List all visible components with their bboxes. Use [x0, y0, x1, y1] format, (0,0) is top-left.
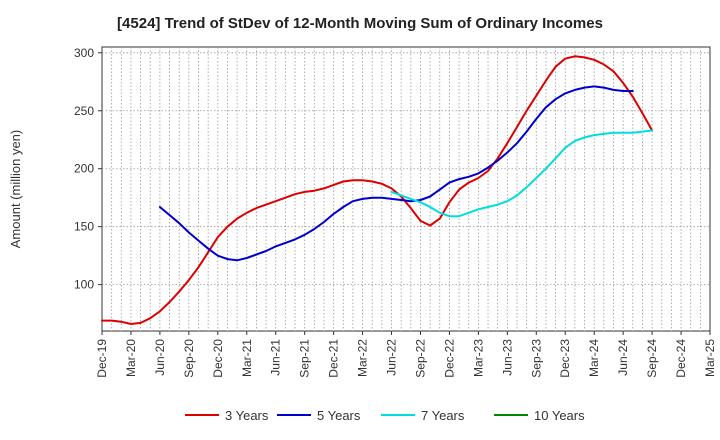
x-tick-label: Mar-23: [471, 339, 485, 377]
x-tick-label: Jun-24: [616, 339, 630, 376]
series-line-5-years: [158, 85, 634, 262]
x-tick-label: Jun-20: [153, 339, 167, 376]
y-tick-label: 250: [74, 104, 94, 118]
x-tick-label: Sep-23: [529, 339, 543, 378]
series-lines: [101, 55, 654, 325]
x-tick-label: Dec-22: [442, 339, 456, 378]
x-tick-label: Mar-24: [587, 339, 601, 377]
y-tick-label: 200: [74, 162, 94, 176]
y-tick-label: 100: [74, 278, 94, 292]
x-tick-label: Jun-23: [500, 339, 514, 376]
y-tick-label: 150: [74, 220, 94, 234]
x-tick-label: Mar-21: [240, 339, 254, 377]
legend-label: 10 Years: [534, 408, 585, 423]
x-tick-label: Mar-22: [356, 339, 370, 377]
y-axis: 100 150 200 250 300: [74, 46, 102, 292]
x-tick-label: Dec-24: [674, 339, 688, 378]
legend-label: 5 Years: [317, 408, 361, 423]
y-axis-title: Amount (million yen): [8, 130, 23, 249]
x-tick-label: Dec-20: [211, 339, 225, 378]
legend: 3 Years 5 Years 7 Years 10 Years: [185, 408, 585, 423]
x-tick-label: Mar-25: [703, 339, 717, 377]
x-tick-label: Sep-20: [182, 339, 196, 378]
series-line-3-years: [101, 55, 654, 325]
x-tick-label: Sep-22: [413, 339, 427, 378]
x-tick-label: Sep-24: [645, 339, 659, 378]
x-tick-label: Sep-21: [298, 339, 312, 378]
x-axis: Dec-19 Mar-20 Jun-20 Sep-20 Dec-20 Mar-21 Jun-…: [95, 331, 717, 378]
series-line-7-years: [390, 129, 654, 218]
y-tick-label: 300: [74, 46, 94, 60]
x-tick-label: Jun-21: [269, 339, 283, 376]
chart-title: [4524] Trend of StDev of 12-Month Moving…: [117, 15, 603, 32]
legend-label: 3 Years: [225, 408, 269, 423]
x-tick-label: Mar-20: [124, 339, 138, 377]
x-tick-label: Dec-23: [558, 339, 572, 378]
legend-label: 7 Years: [421, 408, 465, 423]
x-tick-label: Dec-19: [95, 339, 109, 378]
plot-area: [101, 46, 711, 332]
x-tick-label: Jun-22: [385, 339, 399, 376]
x-tick-label: Dec-21: [327, 339, 341, 378]
